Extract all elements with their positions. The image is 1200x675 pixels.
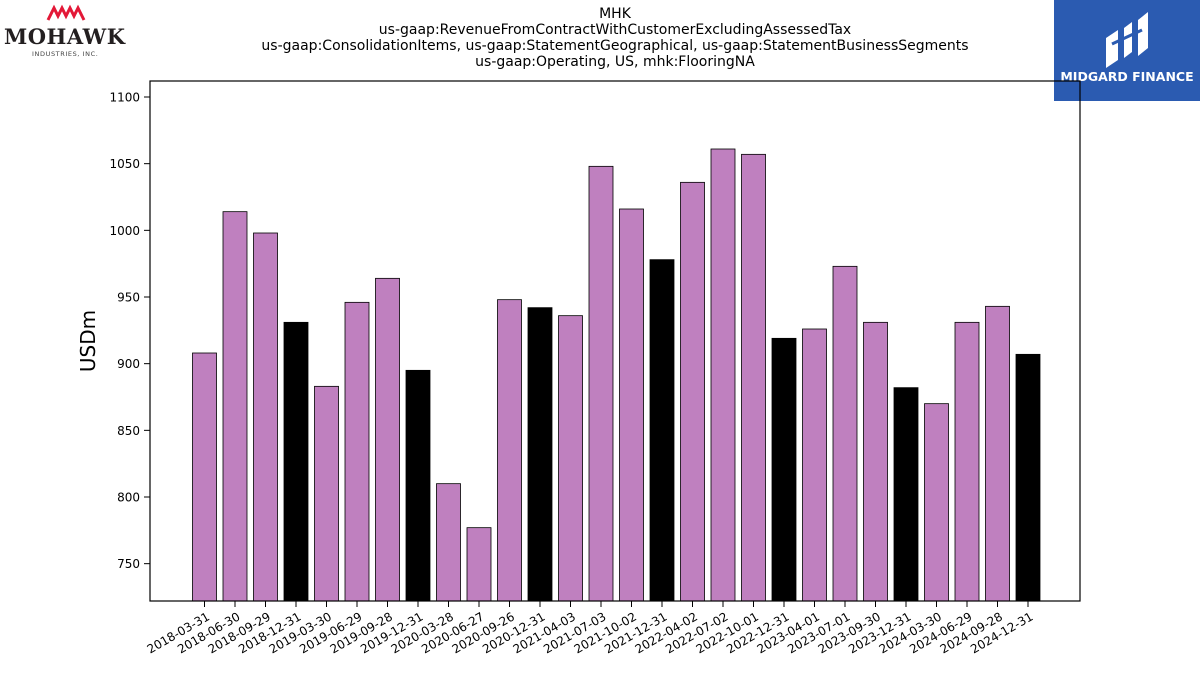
bar-2022-07-02 bbox=[710, 148, 736, 602]
mohawk-logo: MOHAWK INDUSTRIES, INC. bbox=[4, 4, 130, 60]
bar-2018-06-30 bbox=[222, 211, 248, 602]
bar-2023-12-31 bbox=[893, 387, 919, 602]
bar-2022-10-01 bbox=[741, 153, 766, 602]
midgard-logo-mark-icon bbox=[1106, 12, 1148, 68]
title-line-ticker: MHK bbox=[599, 6, 631, 22]
chart-title: MHK us-gaap:RevenueFromContractWithCusto… bbox=[150, 6, 1080, 70]
x-axis: 2018-03-312018-06-302018-09-292018-12-31… bbox=[145, 601, 1036, 656]
bar-2018-03-31 bbox=[192, 352, 217, 602]
y-tick-label: 1100 bbox=[109, 91, 140, 105]
plot-frame bbox=[149, 80, 1081, 602]
bar-2022-04-02 bbox=[680, 181, 705, 602]
bar-2021-04-03 bbox=[558, 315, 583, 602]
bar-2024-06-29 bbox=[954, 321, 980, 602]
title-line-axes: us-gaap:ConsolidationItems, us-gaap:Stat… bbox=[261, 38, 969, 54]
bar-2024-03-30 bbox=[924, 403, 949, 602]
bar-2020-12-31 bbox=[527, 307, 553, 602]
bar-2020-03-28 bbox=[436, 483, 461, 602]
y-tick-label: 900 bbox=[117, 357, 140, 371]
midgard-logo-brand: MIDGARD FINANCE bbox=[1060, 69, 1194, 84]
title-line-members: us-gaap:Operating, US, mhk:FlooringNA bbox=[475, 54, 755, 70]
mohawk-logo-mark-icon bbox=[46, 4, 86, 21]
bar-2018-12-31 bbox=[283, 321, 309, 602]
bar-2022-12-31 bbox=[771, 337, 797, 602]
y-tick-label: 1000 bbox=[109, 224, 140, 238]
bar-2019-09-28 bbox=[375, 277, 400, 602]
bar-2023-07-01 bbox=[832, 265, 858, 602]
bar-2019-06-29 bbox=[344, 301, 370, 602]
bar-2024-09-28 bbox=[985, 305, 1010, 602]
bar-2018-09-29 bbox=[253, 232, 278, 602]
y-axis: 750 800 850 900 950 1000 1050 1100 bbox=[109, 91, 150, 571]
mohawk-logo-word: MOHAWK bbox=[4, 24, 126, 49]
bar-2020-09-26 bbox=[497, 299, 522, 602]
bar-2020-06-27 bbox=[466, 527, 492, 602]
title-line-concept: us-gaap:RevenueFromContractWithCustomerE… bbox=[378, 22, 852, 38]
bar-2019-03-30 bbox=[314, 385, 339, 602]
bar-2021-07-03 bbox=[588, 165, 614, 602]
y-tick-label: 750 bbox=[117, 557, 140, 571]
y-axis-label: USDm bbox=[76, 310, 100, 372]
bar-2024-12-31 bbox=[1015, 353, 1041, 602]
bar-2021-10-02 bbox=[619, 208, 644, 602]
y-tick-label: 800 bbox=[117, 491, 140, 505]
bars-group bbox=[192, 148, 1041, 602]
y-tick-label: 1050 bbox=[109, 157, 140, 171]
midgard-logo: MIDGARD FINANCE bbox=[1054, 0, 1200, 101]
y-tick-label: 850 bbox=[117, 424, 140, 438]
bar-2019-12-31 bbox=[405, 369, 431, 602]
bar-2023-04-01 bbox=[802, 328, 827, 602]
mohawk-logo-sub: INDUSTRIES, INC. bbox=[32, 50, 99, 58]
y-tick-label: 950 bbox=[117, 291, 140, 305]
bar-2021-12-31 bbox=[649, 259, 675, 602]
bar-2023-09-30 bbox=[863, 321, 888, 602]
